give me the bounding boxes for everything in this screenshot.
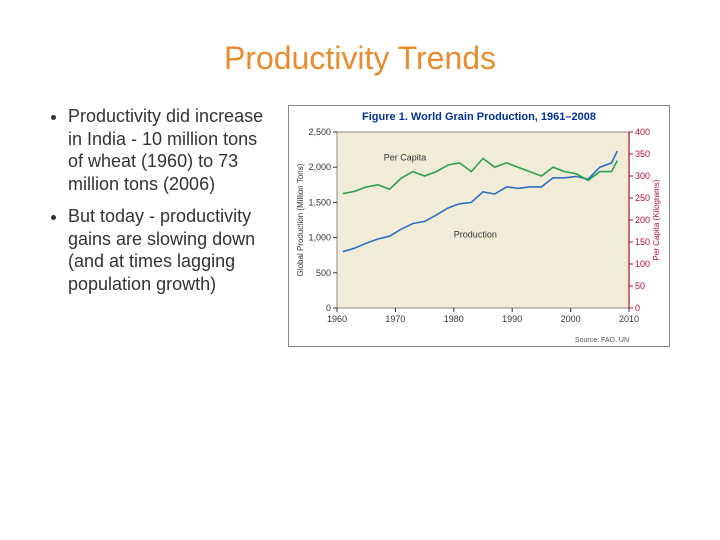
ytick-right: 150 — [635, 237, 650, 247]
slide-body: Productivity did increase in India - 10 … — [50, 105, 670, 347]
xtick: 1970 — [385, 314, 405, 324]
ytick-left: 500 — [316, 268, 331, 278]
slide-title: Productivity Trends — [50, 40, 670, 77]
slide: Productivity Trends Productivity did inc… — [0, 0, 720, 540]
ytick-right: 250 — [635, 193, 650, 203]
y-axis-left-label: Global Production (Million Tons) — [296, 163, 305, 276]
ytick-left: 0 — [326, 303, 331, 313]
xtick: 2010 — [619, 314, 639, 324]
ytick-left: 1,000 — [308, 233, 331, 243]
ytick-left: 1,500 — [308, 197, 331, 207]
ytick-left: 2,000 — [308, 162, 331, 172]
chart-title: Figure 1. World Grain Production, 1961–2… — [362, 111, 596, 123]
ytick-right: 400 — [635, 127, 650, 137]
chart-container: Figure 1. World Grain Production, 1961–2… — [288, 105, 670, 347]
ytick-left: 2,500 — [308, 127, 331, 137]
ytick-right: 200 — [635, 215, 650, 225]
series-label: Per Capita — [384, 153, 427, 163]
xtick: 2000 — [561, 314, 581, 324]
y-axis-right-label: Per Capita (Kilograms) — [652, 179, 661, 260]
bullet-item: But today - productivity gains are slowi… — [68, 205, 268, 295]
xtick: 1990 — [502, 314, 522, 324]
chart-source: Source: FAO, UN — [575, 337, 629, 344]
ytick-right: 0 — [635, 303, 640, 313]
xtick: 1960 — [327, 314, 347, 324]
line-chart: Figure 1. World Grain Production, 1961–2… — [288, 105, 670, 347]
ytick-right: 100 — [635, 259, 650, 269]
bullet-item: Productivity did increase in India - 10 … — [68, 105, 268, 195]
ytick-right: 350 — [635, 149, 650, 159]
series-label: Production — [454, 230, 497, 240]
xtick: 1980 — [444, 314, 464, 324]
bullet-list: Productivity did increase in India - 10 … — [50, 105, 268, 347]
ytick-right: 300 — [635, 171, 650, 181]
ytick-right: 50 — [635, 281, 645, 291]
